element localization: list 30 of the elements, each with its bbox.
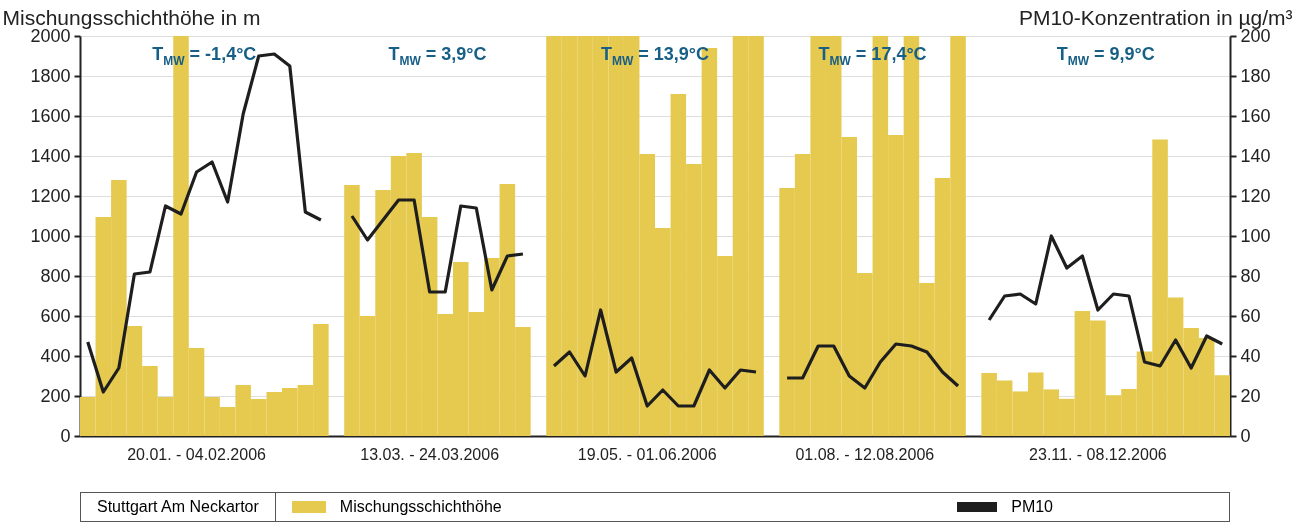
x-tick-label: 23.11. - 08.12.2006 <box>1029 445 1167 463</box>
y-tick-label: 800 <box>40 265 71 286</box>
y2-tick-label: 100 <box>1240 225 1271 246</box>
text: Stuttgart Am Neckartor <box>81 493 276 521</box>
y-tick-label: 1400 <box>30 145 71 166</box>
x-tick-label: 01.08. - 12.08.2006 <box>795 445 935 463</box>
y-tick-label: 0 <box>60 425 71 446</box>
y2-tick-label: 140 <box>1240 145 1271 166</box>
y-tick-label: 600 <box>40 305 71 326</box>
legend-label: PM10 <box>1011 498 1053 516</box>
x-tick-label: 20.01. - 04.02.2006 <box>127 445 267 463</box>
y-tick-label: 400 <box>40 345 71 366</box>
y2-tick-label: 60 <box>1240 305 1261 326</box>
y-tick-label: 200 <box>40 385 71 406</box>
y2-tick-label: 80 <box>1240 265 1261 286</box>
y2-tick-label: 0 <box>1240 425 1251 446</box>
y-tick-label: 1200 <box>30 185 71 206</box>
x-tick-label: 19.05. - 01.06.2006 <box>577 445 717 463</box>
annotation: T$_{MW}$ = 3,9°C <box>388 44 487 68</box>
y2-tick-label: 120 <box>1240 185 1271 206</box>
x-tick-label: 13.03. - 24.03.2006 <box>360 445 500 463</box>
y-tick-label: 1600 <box>30 105 71 126</box>
legend-label: Mischungsschichthöhe <box>339 498 502 516</box>
y2-tick-label: 160 <box>1240 105 1271 126</box>
y-tick-label: 1000 <box>30 225 71 246</box>
y2-tick-label: 180 <box>1240 65 1271 86</box>
y2-tick-label: 20 <box>1240 385 1261 406</box>
annotation: T$_{MW}$ = 9,9°C <box>1056 44 1155 68</box>
y-tick-label: 1800 <box>30 65 71 86</box>
y2-tick-label: 40 <box>1240 345 1261 366</box>
